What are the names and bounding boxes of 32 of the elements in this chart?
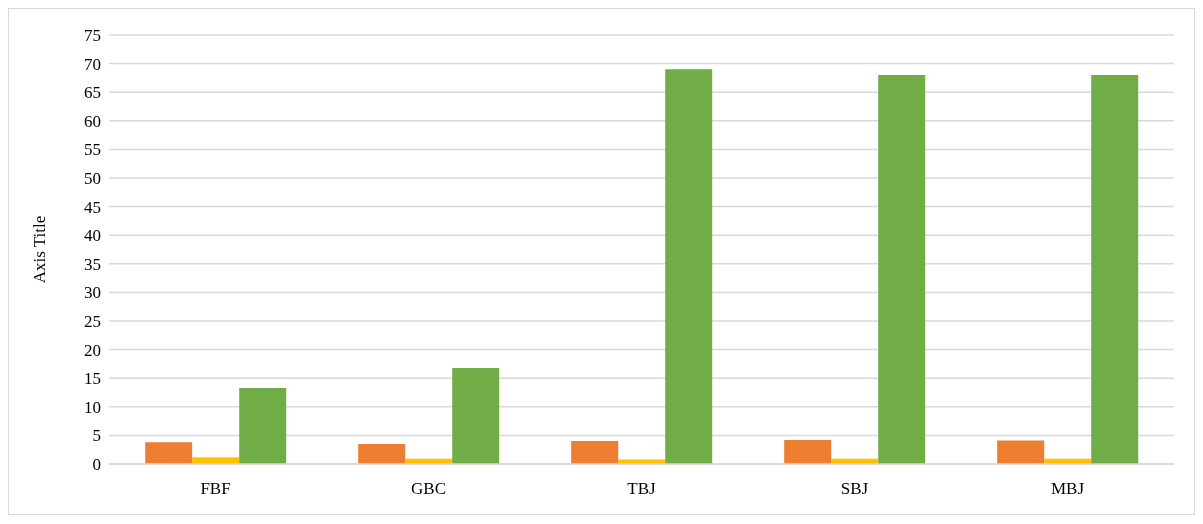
x-tick-label: GBC xyxy=(411,479,446,499)
x-tick-label: FBF xyxy=(200,479,231,499)
bar xyxy=(145,442,193,464)
y-tick-label: 5 xyxy=(92,426,101,446)
y-tick-label: 25 xyxy=(84,312,101,332)
y-tick-label: 15 xyxy=(84,369,101,389)
y-tick-label: 70 xyxy=(84,54,101,74)
bar xyxy=(784,439,832,464)
x-tick-label: TBJ xyxy=(627,479,657,499)
y-tick-label: 60 xyxy=(84,111,101,131)
bar xyxy=(665,69,713,464)
bar xyxy=(239,387,287,464)
y-tick-label: 65 xyxy=(84,83,101,103)
bar xyxy=(358,443,406,464)
bar xyxy=(452,367,500,464)
y-tick-label: 20 xyxy=(84,340,101,360)
y-tick-label: 75 xyxy=(84,26,101,46)
y-tick-label: 0 xyxy=(92,455,101,475)
x-tick-label: MBJ xyxy=(1050,479,1085,499)
x-tick-label: SBJ xyxy=(840,479,869,499)
y-axis-title: Axis Title xyxy=(30,215,50,284)
y-tick-label: 40 xyxy=(84,226,101,246)
y-tick-label: 10 xyxy=(84,397,101,417)
y-tick-label: 30 xyxy=(84,283,101,303)
y-tick-label: 45 xyxy=(84,197,101,217)
y-tick-label: 35 xyxy=(84,254,101,274)
bar xyxy=(571,441,619,464)
bar xyxy=(997,440,1045,464)
bar xyxy=(878,75,926,464)
y-tick-label: 55 xyxy=(84,140,101,160)
y-tick-label: 50 xyxy=(84,169,101,189)
bar xyxy=(1091,75,1139,464)
